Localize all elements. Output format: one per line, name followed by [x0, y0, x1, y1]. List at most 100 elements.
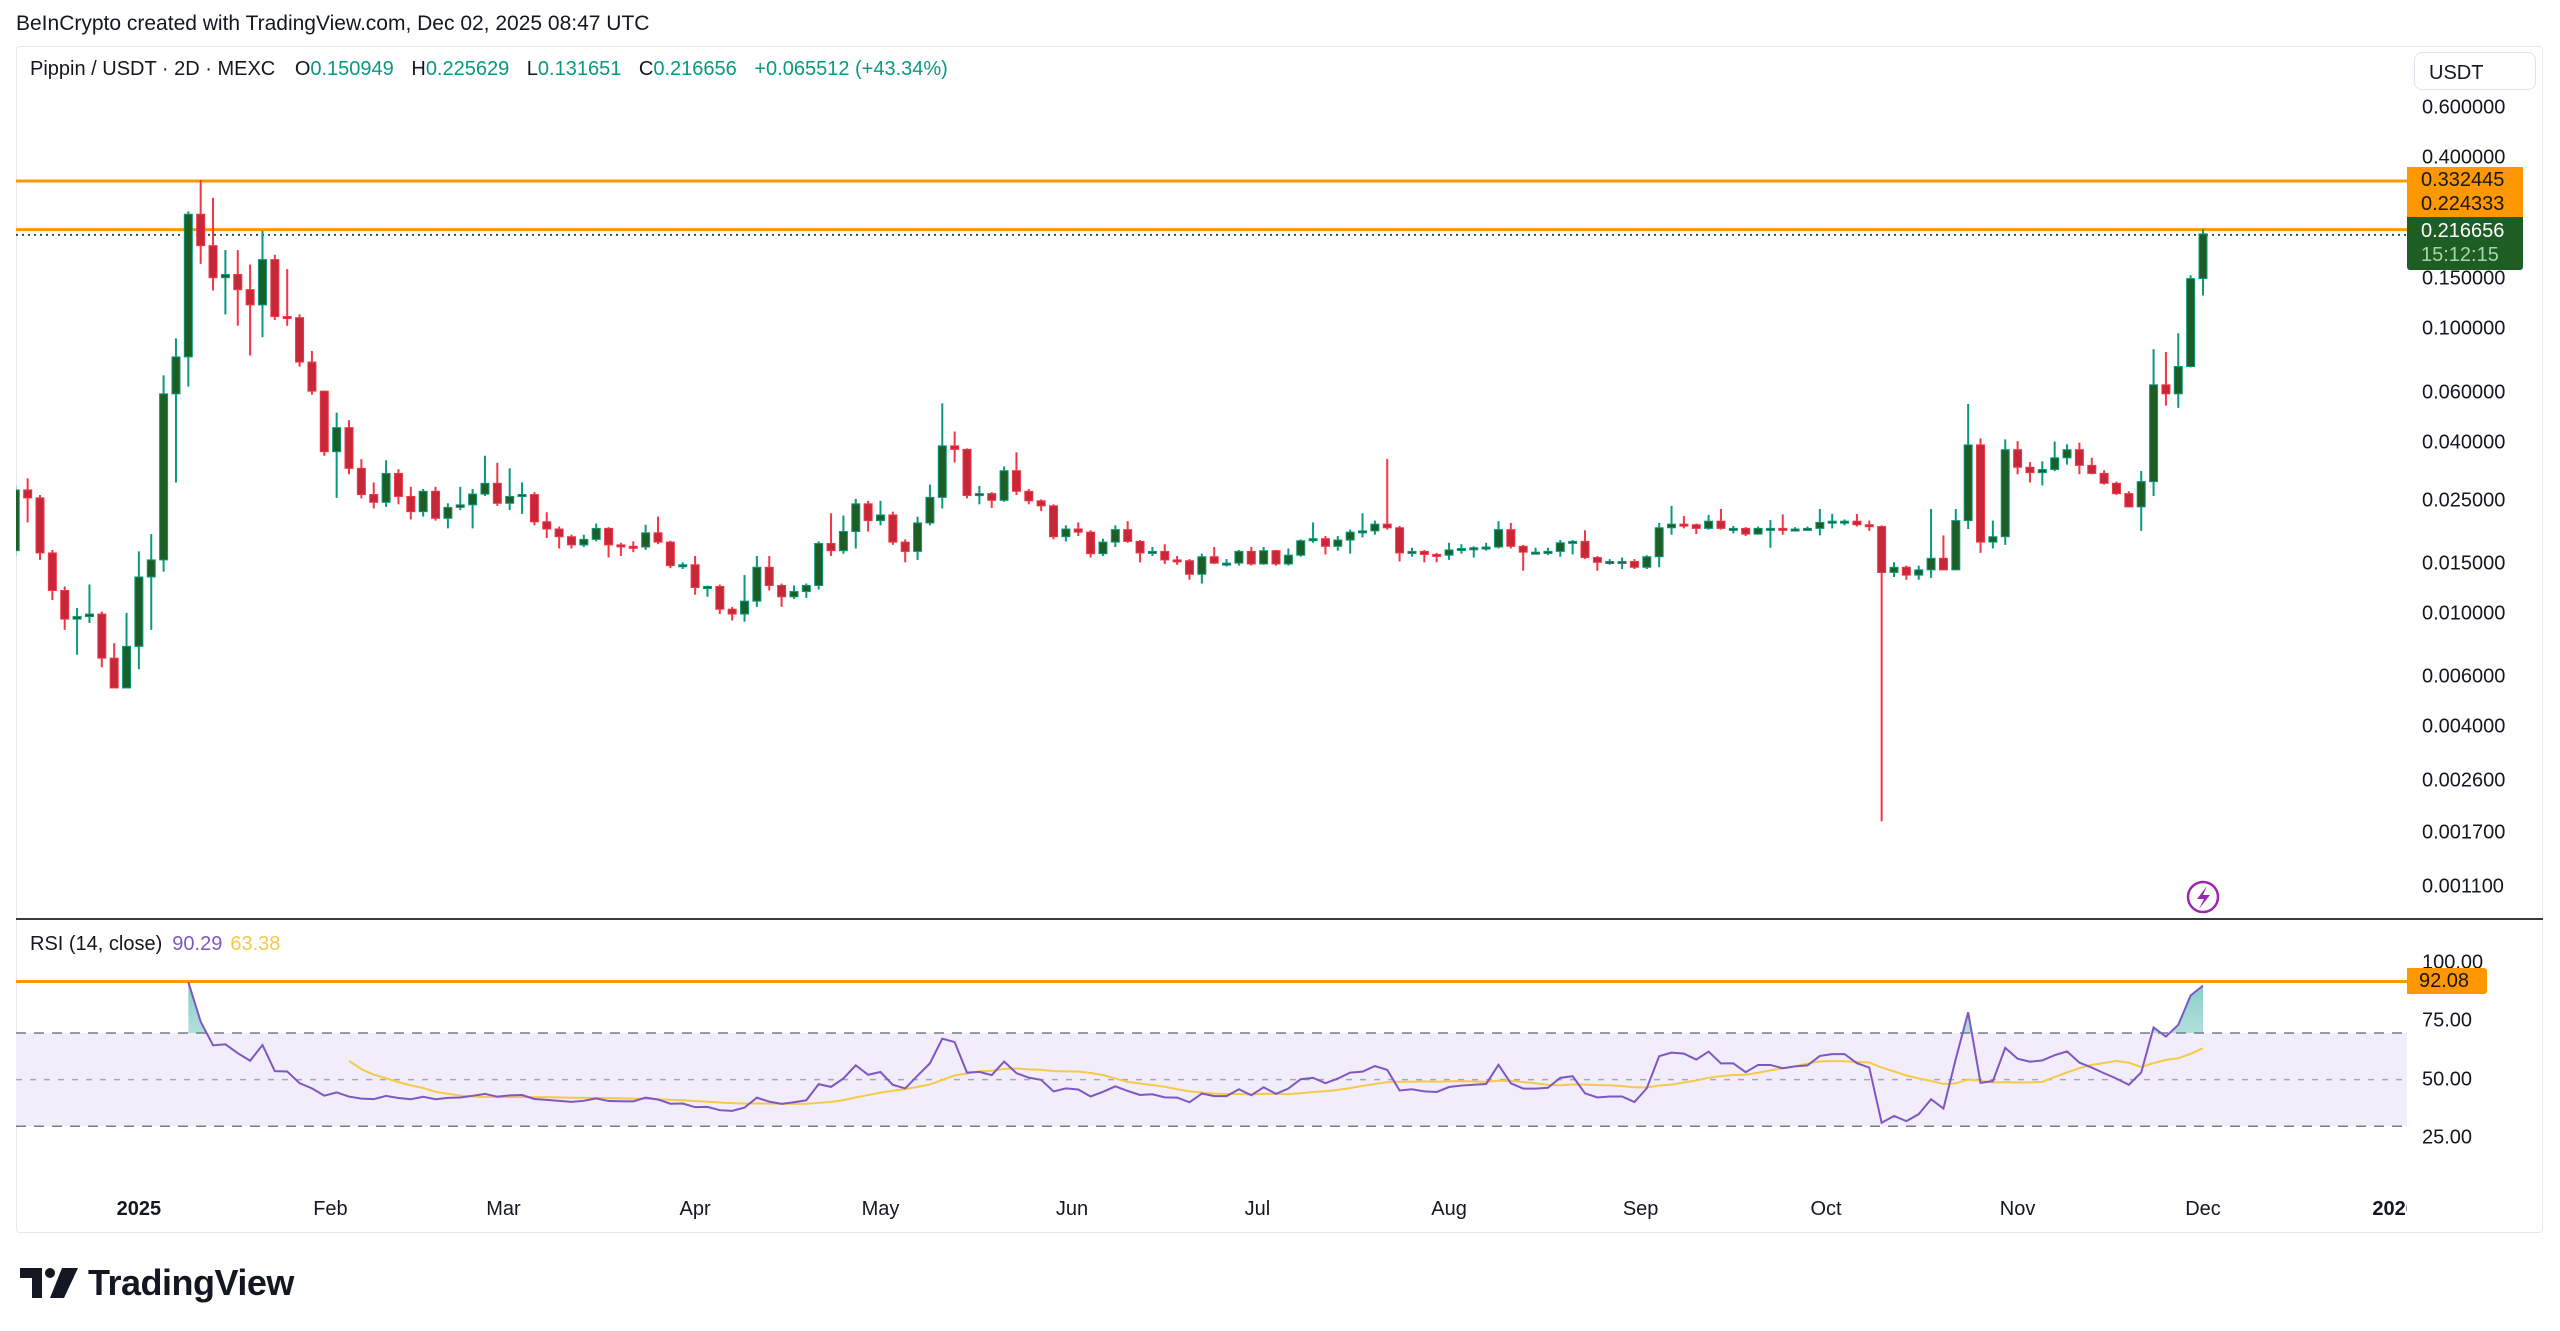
candle [1432, 552, 1442, 563]
candle-body [2111, 482, 2121, 495]
candle [2186, 275, 2196, 368]
candle-body [1951, 520, 1961, 571]
candle [974, 485, 984, 505]
candle-body [295, 317, 305, 363]
tradingview-logo[interactable]: TradingView [20, 1262, 294, 1304]
candle [1444, 542, 1454, 560]
candle-body [2074, 449, 2084, 466]
candle [2074, 442, 2084, 475]
candle-body [715, 585, 725, 610]
candle-body [628, 545, 638, 549]
candle [455, 486, 465, 511]
candle-body [937, 445, 947, 498]
candle-body [2000, 449, 2010, 538]
time-axis[interactable]: 2025 Feb Mar Apr May Jun Jul Aug Sep Oct Nov Dec 202… [16, 1180, 2407, 1230]
candle [628, 541, 638, 553]
candle-body [987, 493, 997, 501]
candle [431, 486, 441, 521]
candle [369, 482, 379, 509]
candle-body [1011, 470, 1021, 492]
candle-body [1901, 566, 1911, 576]
candle-body [1840, 520, 1850, 524]
candle [764, 555, 774, 591]
candle-body [838, 531, 848, 552]
candle-body [23, 489, 33, 499]
candle-body [1493, 529, 1503, 548]
candle-body [1667, 523, 1677, 529]
candle-body [431, 490, 441, 519]
candle [529, 492, 539, 526]
resistance-low-tag: 0.224333 [2407, 191, 2523, 217]
candle [1395, 525, 1405, 562]
candle-body [1197, 556, 1207, 575]
candle-body [1049, 505, 1059, 538]
candle [1358, 513, 1368, 538]
candle-body [270, 259, 280, 318]
candle-body [999, 470, 1009, 501]
candle [604, 527, 614, 558]
high-value: 0.225629 [425, 58, 510, 80]
candle [1061, 525, 1071, 542]
candle-body [220, 273, 230, 279]
candle [196, 180, 206, 264]
candle [665, 540, 675, 569]
candle-body [1802, 527, 1812, 531]
candle [863, 500, 873, 532]
candle-body [1864, 524, 1874, 528]
candle [72, 608, 82, 655]
bar-countdown: 15:12:15 [2421, 244, 2499, 266]
candle-body [2124, 493, 2134, 508]
currency-selector[interactable]: USDT [2414, 52, 2536, 90]
candle [270, 254, 280, 320]
price-tick-label: 0.060000 [2422, 381, 2506, 404]
candle-body [2198, 233, 2208, 280]
candle [1160, 544, 1170, 564]
candle [1531, 547, 1541, 555]
candle [1716, 508, 1726, 530]
candle [1407, 547, 1417, 557]
time-tick-label: Jun [1055, 1198, 1089, 1220]
candle [146, 534, 156, 630]
candle-body [369, 494, 379, 503]
candle [406, 486, 416, 520]
candle-body [1889, 566, 1899, 573]
candle [2149, 349, 2159, 496]
candle-body [2013, 449, 2023, 468]
candle [1011, 452, 1021, 496]
candle [1976, 438, 1986, 553]
rsi-title[interactable]: RSI (14, close) [30, 933, 163, 955]
candle [1963, 404, 1973, 530]
candle [641, 524, 651, 550]
candle [505, 468, 515, 511]
candle-body [492, 482, 502, 504]
candle-body [332, 427, 342, 453]
candle [418, 489, 428, 517]
candle-body [1580, 540, 1590, 559]
symbol-title[interactable]: Pippin / USDT · 2D · MEXC [30, 58, 276, 80]
lightning-icon[interactable] [2186, 880, 2220, 914]
candle [84, 584, 94, 624]
candle [1456, 544, 1466, 554]
candle-body [233, 273, 243, 291]
candle [344, 420, 354, 475]
time-tick-label: 2026 [2372, 1198, 2407, 1220]
candle [233, 250, 243, 326]
candle [999, 466, 1009, 502]
candle [838, 515, 848, 554]
candle-body [60, 590, 70, 620]
candle [109, 643, 119, 689]
candle [1234, 549, 1244, 566]
rsi-pane [16, 979, 2407, 1128]
candle-body [1432, 553, 1442, 557]
candle-body [1518, 545, 1528, 553]
time-tick-label: Mar [486, 1198, 521, 1220]
candle-body [900, 541, 910, 552]
candle [332, 412, 342, 498]
candle-body [1395, 527, 1405, 554]
candle [47, 549, 57, 601]
candle-body [245, 289, 255, 306]
candle-body [1741, 527, 1751, 535]
candle-body [1877, 526, 1887, 573]
rsi-tick-label: 75.00 [2422, 1009, 2473, 1032]
